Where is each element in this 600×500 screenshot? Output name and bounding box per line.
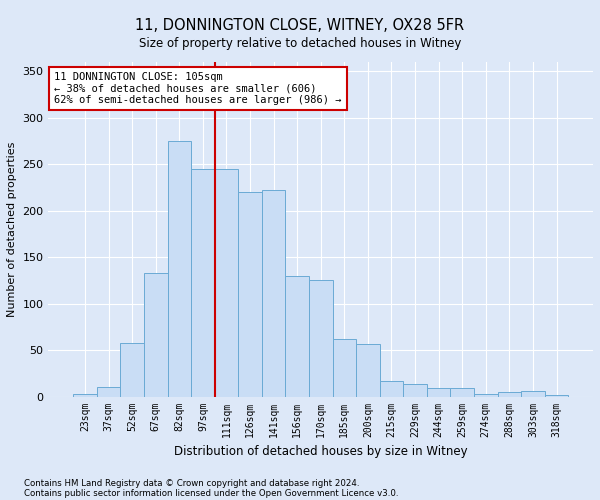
Bar	[403, 384, 427, 396]
Bar	[451, 388, 474, 396]
Bar	[427, 388, 451, 396]
Bar	[521, 391, 545, 396]
Bar	[238, 192, 262, 396]
Text: Contains public sector information licensed under the Open Government Licence v3: Contains public sector information licen…	[24, 488, 398, 498]
Bar	[497, 392, 521, 396]
Bar	[97, 388, 121, 396]
Bar	[167, 141, 191, 397]
Bar	[380, 381, 403, 396]
Bar	[191, 169, 215, 396]
Text: Contains HM Land Registry data © Crown copyright and database right 2024.: Contains HM Land Registry data © Crown c…	[24, 478, 359, 488]
Bar	[474, 394, 497, 396]
Bar	[262, 190, 286, 396]
Bar	[309, 280, 332, 396]
Text: 11 DONNINGTON CLOSE: 105sqm
← 38% of detached houses are smaller (606)
62% of se: 11 DONNINGTON CLOSE: 105sqm ← 38% of det…	[54, 72, 341, 105]
Bar	[121, 342, 144, 396]
Y-axis label: Number of detached properties: Number of detached properties	[7, 142, 17, 317]
Bar	[356, 344, 380, 396]
Bar	[545, 395, 568, 396]
Bar	[215, 169, 238, 396]
Bar	[144, 273, 167, 396]
Bar	[286, 276, 309, 396]
Text: Size of property relative to detached houses in Witney: Size of property relative to detached ho…	[139, 38, 461, 51]
X-axis label: Distribution of detached houses by size in Witney: Distribution of detached houses by size …	[174, 445, 467, 458]
Bar	[332, 339, 356, 396]
Bar	[73, 394, 97, 396]
Text: 11, DONNINGTON CLOSE, WITNEY, OX28 5FR: 11, DONNINGTON CLOSE, WITNEY, OX28 5FR	[136, 18, 464, 32]
